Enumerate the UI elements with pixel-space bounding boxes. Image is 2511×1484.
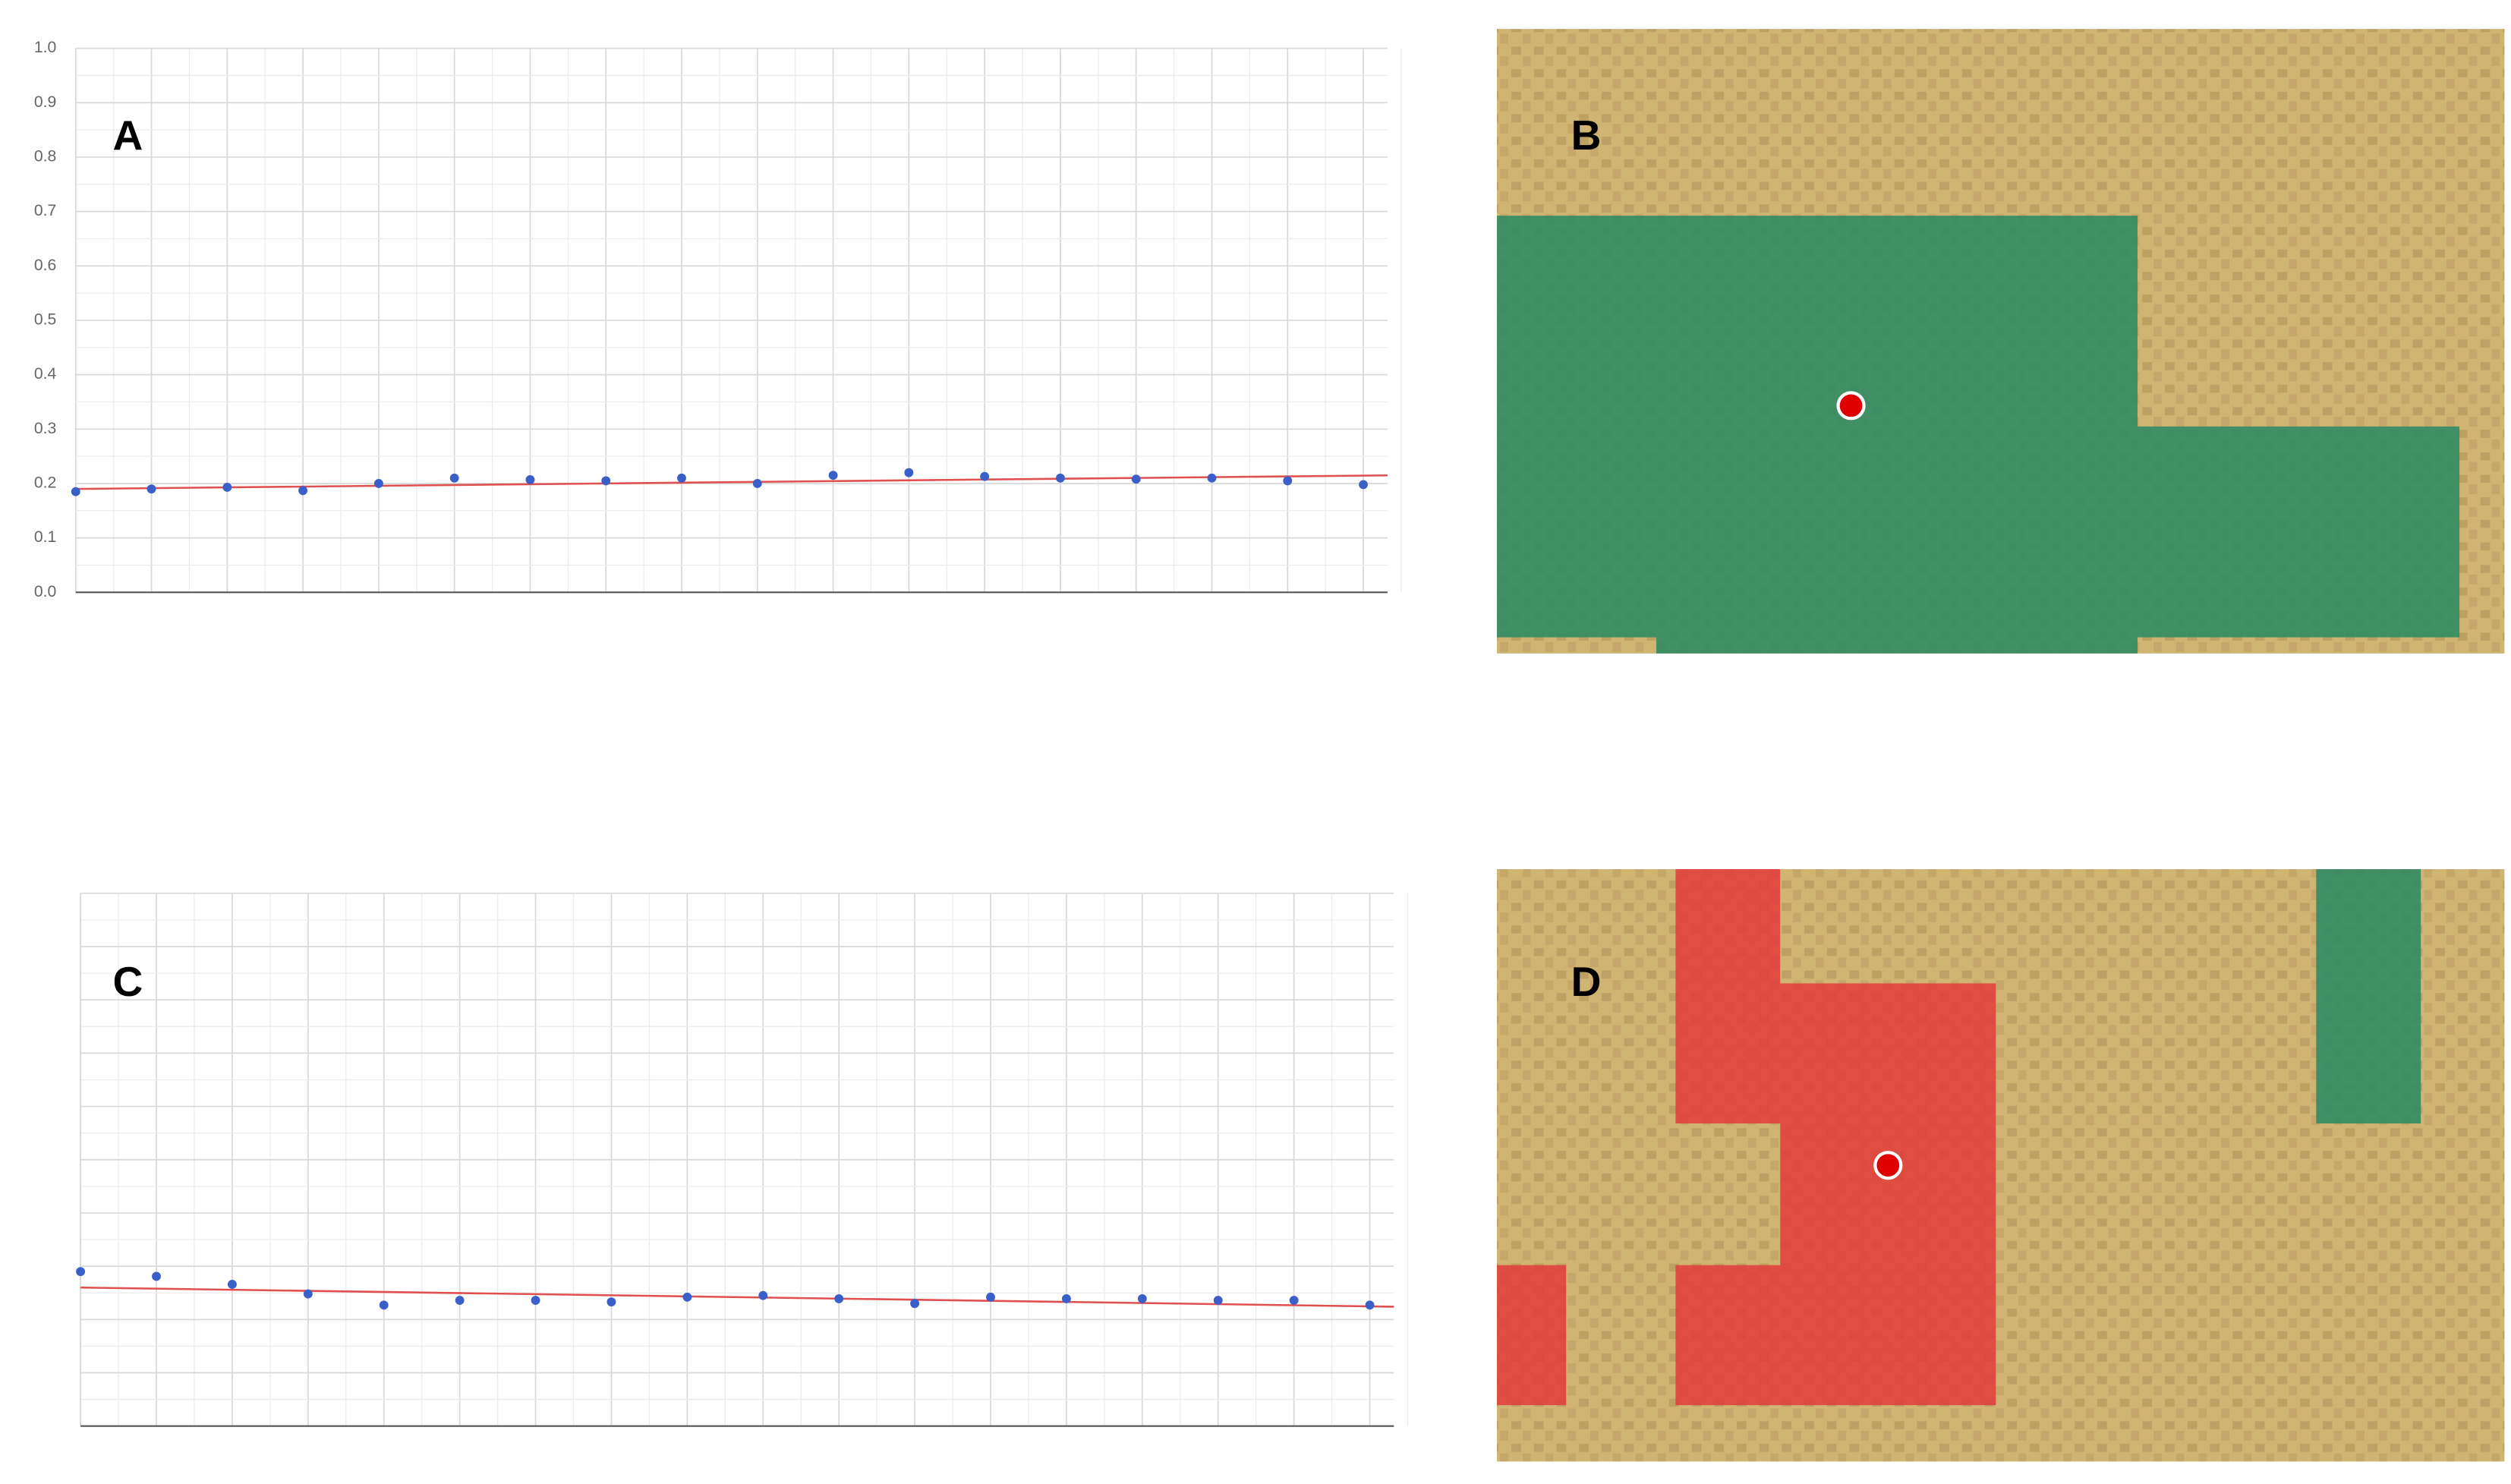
y-tick-label: 0.7 bbox=[34, 202, 56, 219]
data-point bbox=[601, 476, 611, 486]
data-point bbox=[986, 1292, 995, 1302]
data-point bbox=[379, 1300, 389, 1310]
data-point bbox=[227, 1280, 237, 1289]
y-tick-label: 0.6 bbox=[34, 257, 56, 274]
data-point bbox=[373, 479, 383, 488]
y-tick-label: 0.3 bbox=[34, 420, 56, 437]
data-point bbox=[531, 1296, 540, 1305]
data-point bbox=[1359, 480, 1369, 490]
y-tick-label: 0.8 bbox=[34, 148, 56, 165]
data-point bbox=[677, 473, 686, 483]
y-tick-label: 0.4 bbox=[34, 365, 57, 383]
data-point bbox=[828, 471, 838, 480]
map-d: D bbox=[1497, 869, 2505, 1462]
data-point bbox=[71, 487, 80, 496]
green-zone bbox=[1497, 216, 2460, 654]
data-point bbox=[152, 1271, 161, 1281]
data-point bbox=[1365, 1300, 1375, 1310]
trendline bbox=[75, 474, 1388, 490]
data-point bbox=[1131, 474, 1141, 484]
red-zone bbox=[1497, 1265, 1567, 1406]
data-point bbox=[1283, 476, 1293, 486]
y-tick-label: 1.0 bbox=[34, 39, 56, 56]
data-point bbox=[758, 1290, 768, 1300]
y-tick-label: 0.1 bbox=[34, 528, 56, 546]
data-point bbox=[76, 1267, 86, 1277]
y-tick-label: 0.9 bbox=[34, 93, 56, 111]
map-b: B bbox=[1497, 29, 2505, 654]
data-point bbox=[303, 1289, 313, 1299]
panel-letter: B bbox=[1571, 112, 1602, 159]
green-zone bbox=[2316, 869, 2421, 1124]
data-point bbox=[525, 475, 535, 484]
trendline bbox=[80, 1286, 1394, 1308]
data-point bbox=[834, 1293, 844, 1303]
data-point bbox=[1055, 473, 1065, 483]
data-point bbox=[455, 1296, 465, 1305]
data-point bbox=[222, 483, 232, 492]
data-point bbox=[298, 486, 308, 496]
red-zone bbox=[1675, 869, 1996, 1406]
data-point bbox=[449, 473, 459, 483]
y-tick-label: 0.5 bbox=[34, 311, 56, 329]
data-point bbox=[606, 1297, 616, 1307]
location-marker bbox=[1836, 391, 1866, 421]
data-point bbox=[1137, 1293, 1147, 1303]
data-point bbox=[147, 484, 156, 494]
data-point bbox=[910, 1299, 920, 1309]
location-marker bbox=[1873, 1151, 1903, 1180]
panel-letter: A bbox=[113, 112, 143, 159]
data-point bbox=[1289, 1296, 1299, 1305]
y-tick-label: 0.0 bbox=[34, 583, 56, 600]
y-tick-label: 0.2 bbox=[34, 474, 56, 492]
data-point bbox=[752, 479, 762, 488]
data-point bbox=[1213, 1296, 1223, 1305]
data-point bbox=[1061, 1293, 1071, 1303]
panel-letter: C bbox=[113, 958, 143, 1005]
data-point bbox=[980, 471, 990, 481]
data-point bbox=[904, 468, 914, 477]
data-point bbox=[1207, 473, 1217, 483]
data-point bbox=[682, 1292, 692, 1302]
panel-letter: D bbox=[1571, 958, 1602, 1005]
